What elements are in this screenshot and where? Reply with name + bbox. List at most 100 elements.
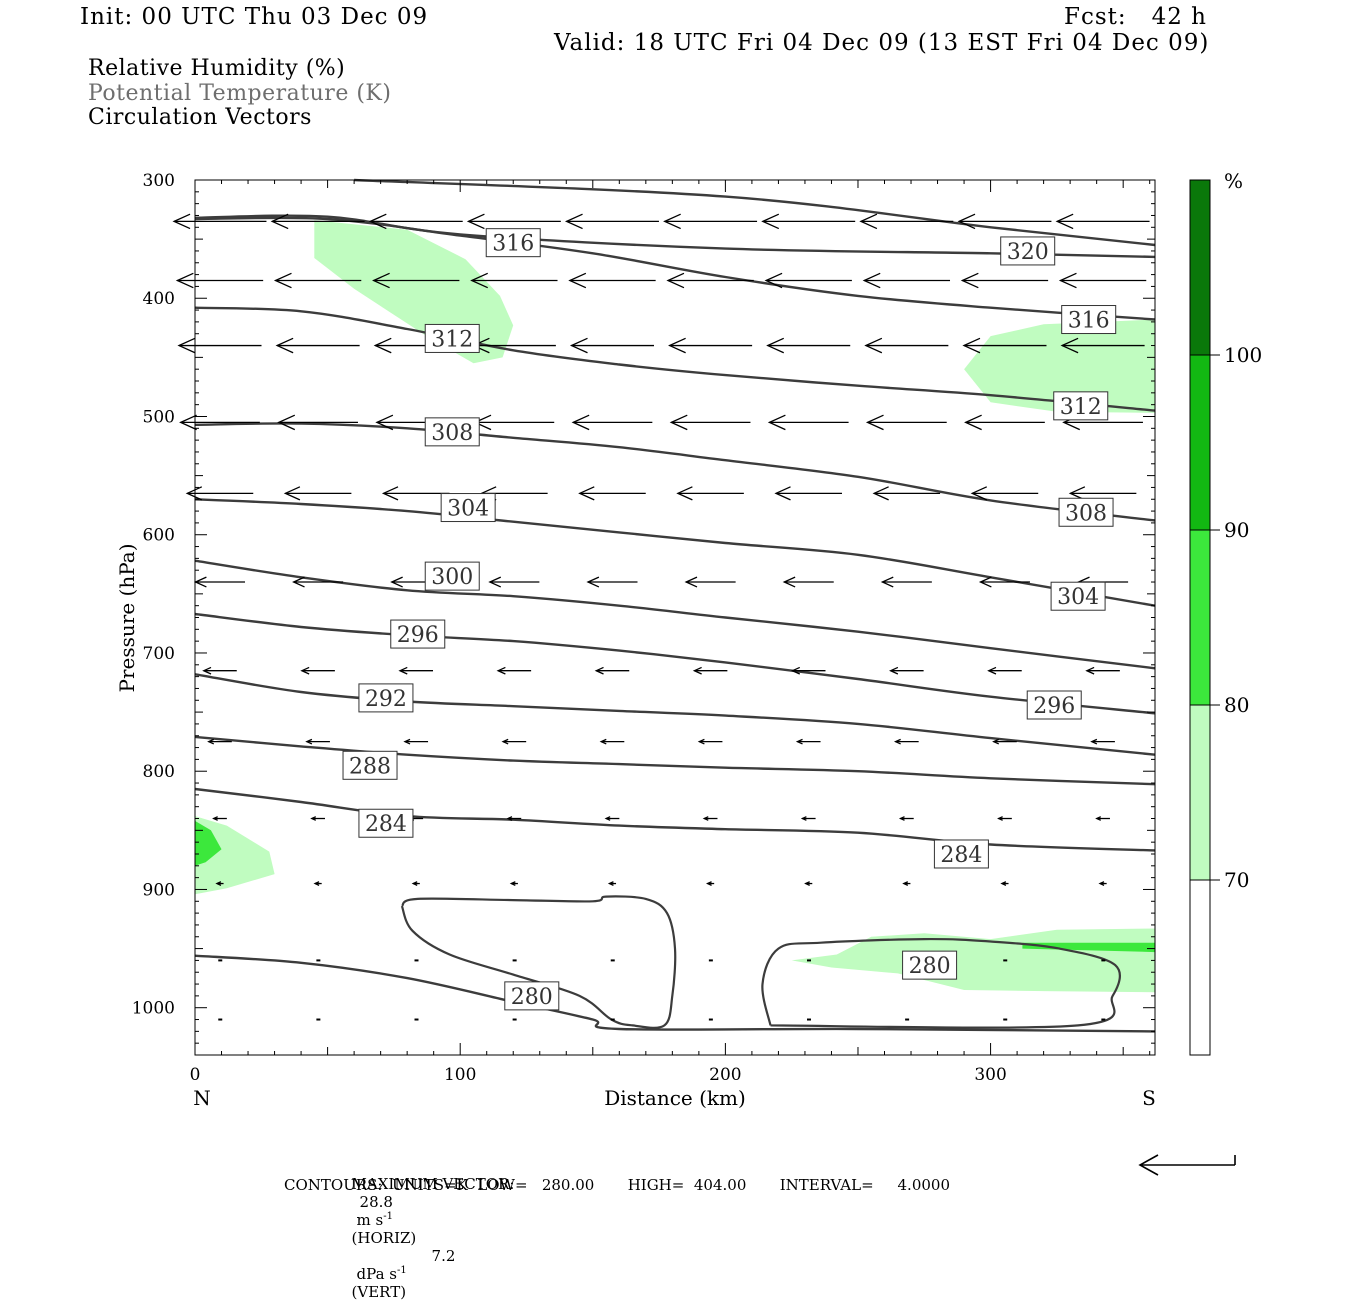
contour-label-box	[504, 981, 560, 1011]
vector-head	[283, 486, 301, 501]
vector-head	[705, 881, 712, 886]
contour-label: 280	[902, 950, 958, 980]
contour-label-box	[440, 493, 496, 523]
vector-head	[390, 576, 403, 588]
vector-head	[177, 337, 196, 354]
vector-head	[1060, 337, 1079, 354]
vector-head	[411, 881, 418, 886]
vector-head	[962, 337, 981, 354]
circulation-vector	[960, 272, 1049, 289]
vector-head	[488, 576, 502, 588]
theta-contour-312	[194, 306, 1156, 412]
contour-label-text: 292	[365, 687, 407, 712]
circulation-vector	[692, 666, 728, 675]
contour-label-text: 320	[1007, 240, 1049, 265]
vector-head	[381, 486, 399, 501]
vector-head	[761, 213, 780, 230]
circulation-vector	[509, 881, 518, 886]
vector-head	[804, 881, 810, 886]
contour-label-box	[1053, 391, 1109, 421]
theta-contour-320	[194, 214, 1156, 259]
circulation-vector	[764, 272, 852, 289]
colorbar: 70 80 90 100	[1189, 179, 1262, 1056]
legend-relative-humidity: Relative Humidity (%)	[88, 56, 346, 81]
vector-head	[202, 666, 212, 675]
contour-label: 312	[1053, 391, 1109, 421]
vector-head	[774, 486, 791, 501]
circulation-vector	[193, 576, 246, 588]
vector-head	[310, 816, 317, 821]
vector-head	[862, 272, 881, 289]
vector-head	[212, 816, 218, 821]
theta-contour-316	[194, 216, 1156, 321]
theta-contour-280	[194, 954, 1156, 1033]
circulation-vector	[398, 666, 434, 675]
circulation-vector	[804, 881, 813, 886]
contour-label-text: 300	[431, 565, 473, 590]
vector-head	[964, 414, 982, 431]
circulation-vector	[684, 576, 736, 588]
contour-label-text: 308	[1065, 501, 1107, 526]
axis-layer: 300 400 500 600 700 800 900 1000 0 100 200 300	[132, 171, 1155, 1085]
circulation-vector	[368, 213, 463, 230]
forecast-hour: Fcst: 42 h	[1064, 4, 1207, 30]
vector-head	[571, 414, 590, 431]
x-tick-label: 100	[444, 1065, 476, 1085]
circulation-vector	[310, 816, 325, 821]
theta-contour-284	[194, 787, 1156, 852]
vector-head	[893, 738, 901, 745]
colorbar-segment	[1190, 880, 1210, 1055]
vector-head	[466, 213, 485, 230]
vector-head	[978, 576, 992, 588]
circulation-vector	[488, 576, 540, 588]
contour-label-text: 312	[1060, 395, 1102, 420]
contour-label-text: 284	[940, 843, 982, 868]
circulation-vector	[962, 337, 1047, 354]
circulation-vector	[668, 337, 753, 354]
colorbar-label: 90	[1224, 518, 1249, 542]
circulation-vector	[782, 576, 834, 588]
circulation-vector	[594, 666, 630, 675]
contour-label-box	[390, 619, 446, 649]
vector-head	[800, 816, 807, 821]
circulation-vector	[862, 272, 951, 289]
vector-head	[767, 414, 786, 431]
vector-head	[859, 213, 878, 230]
contour-label: 288	[342, 750, 398, 780]
circulation-vector	[1098, 881, 1107, 886]
circulation-vector	[767, 414, 849, 431]
y-axis-title: Pressure (hPa)	[115, 544, 139, 693]
circulation-vector	[292, 576, 344, 588]
rh-region	[314, 220, 514, 364]
horiz-units-exponent: -1	[383, 1211, 393, 1222]
colorbar-frame	[1189, 179, 1211, 1056]
circulation-vector	[790, 666, 826, 675]
colorbar-segment	[1190, 705, 1210, 880]
contour-label-text: 304	[447, 497, 489, 522]
vector-head	[676, 486, 693, 501]
contour-label: 280	[504, 981, 560, 1011]
contour-label-box	[424, 323, 480, 353]
legend-circulation-vectors: Circulation Vectors	[88, 105, 312, 130]
circulation-vector	[270, 213, 365, 230]
circulation-vector	[179, 414, 260, 431]
contour-label: 296	[1026, 690, 1082, 720]
circulation-vector	[902, 881, 911, 886]
circulation-vector	[987, 666, 1022, 675]
circulation-vector	[496, 666, 532, 675]
vector-head	[594, 666, 604, 675]
contour-label-text: 316	[1068, 309, 1110, 334]
circulation-vector	[957, 213, 1052, 230]
vert-units-exponent: -1	[396, 1265, 407, 1276]
vector-head	[992, 738, 1000, 745]
circulation-vector	[300, 666, 335, 675]
vector-head	[697, 738, 705, 745]
x-tick-label: 0	[190, 1065, 201, 1085]
vector-head	[702, 816, 709, 821]
circulation-vector	[578, 486, 646, 501]
vector-head	[470, 272, 488, 289]
circulation-vector	[697, 738, 723, 745]
circulation-vector	[702, 816, 718, 821]
vector-head	[292, 576, 305, 588]
vector-head	[957, 213, 976, 230]
